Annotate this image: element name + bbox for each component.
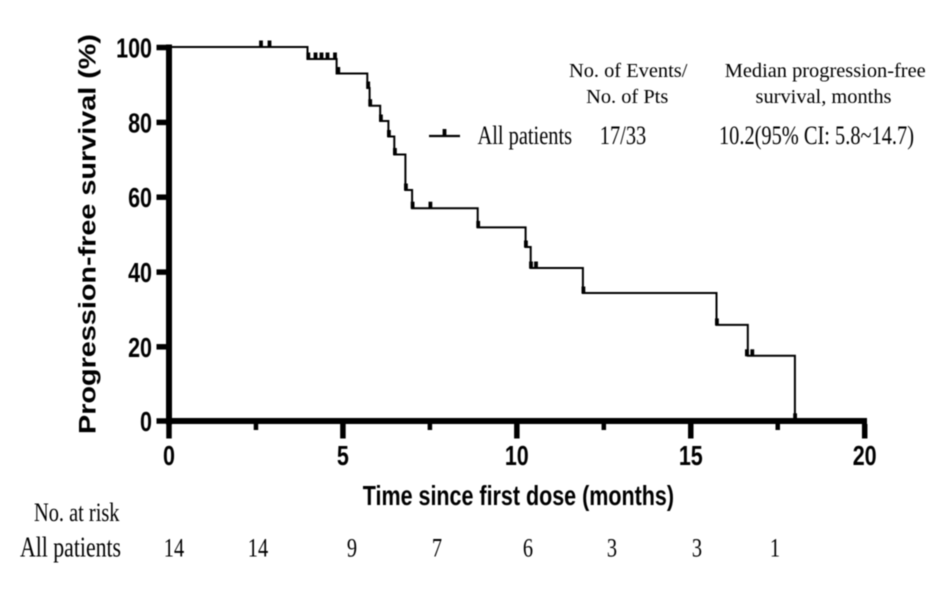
svg-text:15: 15 bbox=[679, 441, 703, 472]
svg-text:No. of Events/: No. of Events/ bbox=[569, 60, 688, 82]
svg-text:9: 9 bbox=[347, 534, 357, 563]
svg-text:6: 6 bbox=[523, 534, 533, 563]
svg-text:Progression-free survival (%): Progression-free survival (%) bbox=[74, 34, 101, 434]
svg-text:14: 14 bbox=[248, 534, 269, 563]
svg-text:40: 40 bbox=[128, 257, 152, 288]
svg-text:80: 80 bbox=[128, 108, 152, 139]
svg-text:Time since first dose (months): Time since first dose (months) bbox=[363, 480, 674, 511]
svg-text:7: 7 bbox=[432, 534, 442, 563]
svg-text:100: 100 bbox=[116, 33, 152, 64]
svg-text:1: 1 bbox=[770, 534, 780, 563]
svg-text:3: 3 bbox=[692, 534, 702, 563]
svg-text:20: 20 bbox=[853, 441, 877, 472]
svg-text:17/33: 17/33 bbox=[600, 121, 646, 150]
svg-text:10.2(95% CI: 5.8~14.7): 10.2(95% CI: 5.8~14.7) bbox=[719, 121, 914, 150]
svg-text:5: 5 bbox=[337, 441, 349, 472]
svg-text:3: 3 bbox=[607, 534, 617, 563]
svg-text:20: 20 bbox=[128, 332, 152, 363]
svg-text:All patients: All patients bbox=[478, 121, 573, 150]
svg-text:14: 14 bbox=[164, 534, 185, 563]
svg-text:survival, months: survival, months bbox=[756, 86, 892, 108]
svg-text:10: 10 bbox=[505, 441, 529, 472]
svg-text:0: 0 bbox=[163, 441, 175, 472]
svg-text:0: 0 bbox=[140, 406, 152, 437]
svg-text:60: 60 bbox=[128, 183, 152, 214]
svg-text:No. at risk: No. at risk bbox=[34, 499, 120, 528]
svg-text:All patients: All patients bbox=[20, 532, 121, 563]
svg-text:No. of Pts: No. of Pts bbox=[586, 86, 668, 108]
svg-text:Median progression-free: Median progression-free bbox=[725, 60, 926, 82]
